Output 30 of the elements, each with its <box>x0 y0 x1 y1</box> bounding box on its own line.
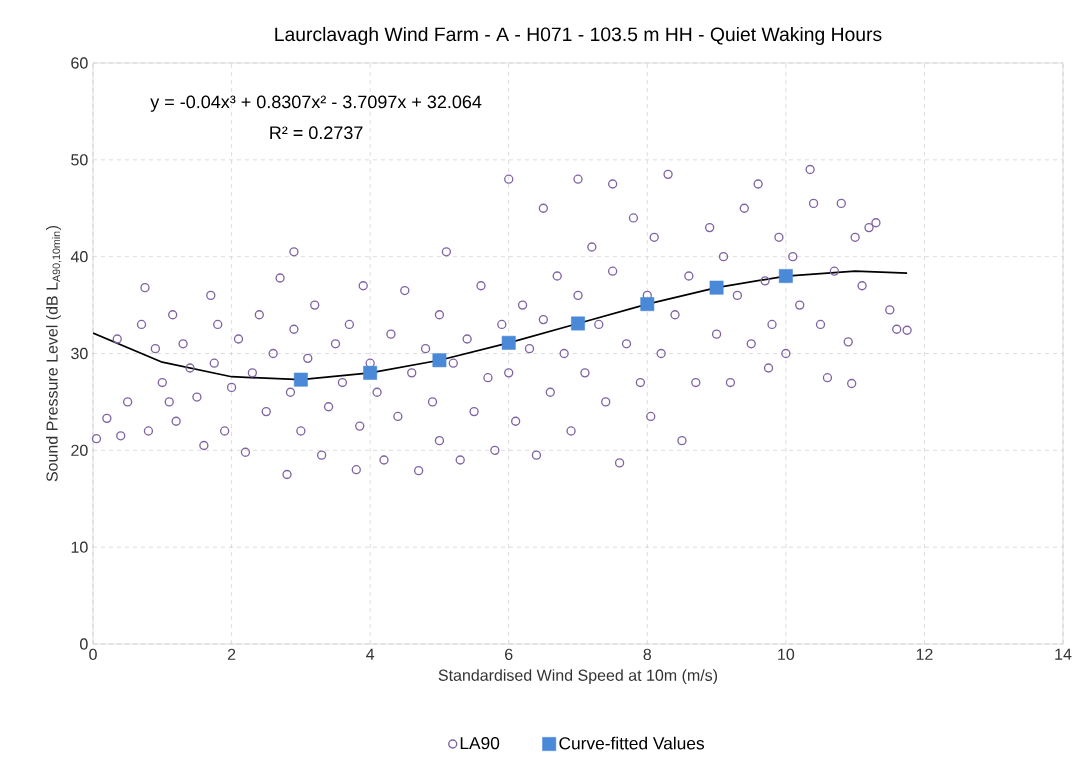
x-tick-label: 12 <box>916 648 933 660</box>
point <box>778 269 793 283</box>
y-tick-label: 40 <box>70 251 88 263</box>
point <box>571 316 585 331</box>
chart-title: Laurclavagh Wind Farm - A - H071 - 103.5 m HH - Quiet Waking Hours <box>275 26 882 45</box>
point <box>640 297 655 312</box>
legend-label: LA90 <box>460 736 500 750</box>
x-tick-label: 8 <box>643 648 652 661</box>
annotation: y = -0.04x³ + 0.8307x² - 3.7097x + 32.064 <box>150 95 482 112</box>
y-tick-label: 0 <box>80 638 88 650</box>
x-tick-label: 6 <box>505 648 513 661</box>
x-tick-label: 2 <box>227 648 236 660</box>
x-tick-label: 14 <box>1055 648 1072 660</box>
x-tick-label: 0 <box>89 648 97 661</box>
point <box>363 365 378 380</box>
y-tick-label: 50 <box>71 154 88 166</box>
x-tick-label: 4 <box>366 648 375 660</box>
y-tick-label: 10 <box>71 541 88 553</box>
y-tick-label: 30 <box>71 347 88 360</box>
legend-label: Curve-fitted Values <box>559 736 704 750</box>
point <box>501 335 516 350</box>
y-tick-label: 60 <box>71 57 88 69</box>
y-tick-label: 20 <box>71 444 88 456</box>
annotation: R² = 0.2737 <box>270 126 363 140</box>
y-axis-title: Sound Pressure Level (dB L$_{A90,10min}$) <box>46 225 62 482</box>
point <box>293 372 308 387</box>
point <box>709 280 724 295</box>
point <box>432 353 447 368</box>
x-tick-label: 10 <box>778 648 795 661</box>
x-axis-title: Standardised Wind Speed at 10m (m/s) <box>438 669 718 685</box>
